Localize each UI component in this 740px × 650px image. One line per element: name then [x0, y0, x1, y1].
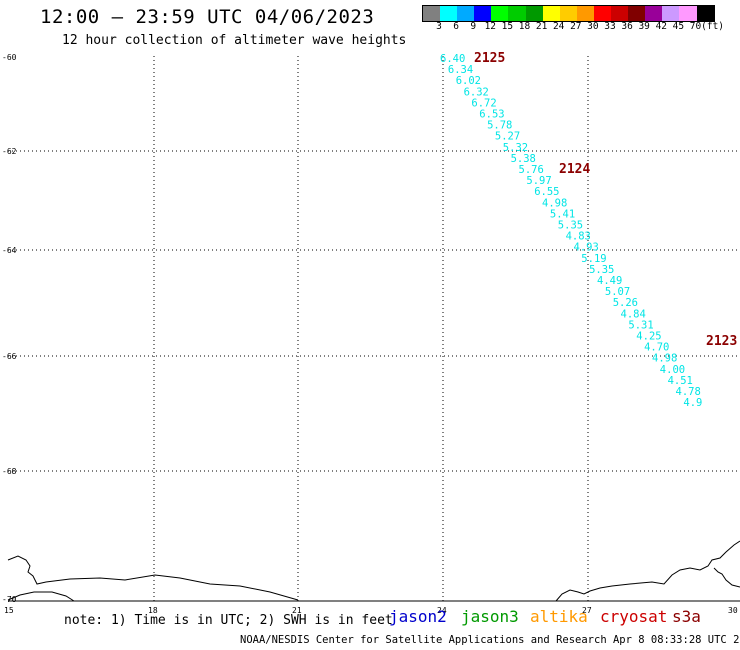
colorbar-label: 24: [552, 21, 565, 32]
units-note: note: 1) Time is in UTC; 2) SWH is in fe…: [64, 613, 393, 628]
colorbar-swatch: [593, 6, 612, 21]
colorbar-swatch: [491, 6, 509, 21]
colorbar-swatch: [645, 6, 663, 21]
wave-height-value: 5.35: [558, 220, 583, 232]
lat-label: -66: [2, 352, 17, 361]
wave-height-value: 5.35: [589, 264, 614, 276]
lon-label: 15: [4, 606, 14, 615]
lat-label: -68: [2, 467, 17, 476]
colorbar-swatch: [696, 6, 714, 21]
colorbar-label: 36: [621, 21, 633, 32]
colorbar-swatch: [457, 6, 475, 21]
colorbar-label: 18: [518, 21, 531, 32]
wave-height-value: 5.26: [613, 297, 638, 309]
colorbar-label: 42: [655, 21, 668, 32]
colorbar-label: 27: [570, 21, 582, 32]
wave-height-value: 4.93: [574, 242, 599, 254]
colorbar-label: 15: [501, 21, 514, 32]
colorbar-swatch: [525, 6, 543, 21]
wave-height-value: 4.25: [636, 331, 661, 343]
legend-jason2: jason2: [389, 607, 447, 626]
wave-height-track: 6.406.346.026.326.726.535.785.275.325.38…: [440, 53, 702, 409]
wave-height-value: 4.84: [621, 308, 646, 320]
wave-height-value: 6.32: [464, 86, 489, 98]
antarctic-coastline: [7, 540, 740, 602]
track-label: 2125: [474, 51, 505, 66]
wave-height-value: 6.53: [479, 109, 504, 121]
wave-height-value: 5.19: [581, 253, 606, 265]
map-title: 12:00 – 23:59 UTC 04/06/2023: [40, 6, 375, 28]
legend-altika: altika: [530, 607, 588, 626]
map-subtitle: 12 hour collection of altimeter wave hei…: [62, 33, 407, 48]
colorbar-swatch: [542, 6, 560, 21]
wave-height-value: 5.97: [526, 175, 551, 187]
colorbar-swatch: [508, 6, 526, 21]
wave-height-colorbar: [422, 5, 715, 22]
wave-height-value: 5.78: [487, 120, 512, 132]
colorbar-label: (ft): [701, 21, 725, 32]
colorbar-label: 70: [689, 21, 702, 32]
wave-height-value: 5.41: [550, 208, 575, 220]
lat-label: -60: [2, 53, 17, 62]
wave-height-value: 4.00: [660, 364, 685, 376]
colorbar-swatch: [474, 6, 492, 21]
wave-height-value: 4.98: [652, 353, 677, 365]
colorbar-swatch: [628, 6, 646, 21]
legend-cryosat: cryosat: [600, 607, 668, 626]
colorbar-label: 45: [672, 21, 685, 32]
colorbar-label: 6: [453, 21, 459, 32]
wave-height-value: 5.07: [605, 286, 630, 298]
lat-label: -62: [2, 147, 17, 156]
wave-height-value: 6.72: [471, 97, 496, 109]
track-label: 2124: [559, 162, 590, 177]
footer-credit: NOAA/NESDIS Center for Satellite Applica…: [240, 634, 740, 646]
colorbar-label: 30: [587, 21, 599, 32]
colorbar-swatch: [576, 6, 594, 21]
colorbar-label: 33: [604, 21, 616, 32]
lat-label: -64: [2, 246, 17, 255]
lon-label: 21: [292, 606, 302, 615]
lon-label: 30: [728, 606, 738, 615]
colorbar-label: 3: [436, 21, 442, 32]
colorbar-label: 12: [484, 21, 497, 32]
wave-height-value: 4.70: [644, 342, 669, 354]
lon-label: 27: [582, 606, 592, 615]
track-label: 2123: [706, 334, 737, 349]
colorbar-label: 9: [470, 21, 477, 32]
lon-label: 24: [437, 606, 447, 615]
wave-height-value: 5.76: [519, 164, 544, 176]
colorbar-swatch: [559, 6, 577, 21]
colorbar-swatch: [679, 6, 697, 21]
legend-s3a: s3a: [672, 607, 701, 626]
colorbar-label: 39: [638, 21, 650, 32]
wave-height-value: 4.9: [683, 397, 702, 409]
wave-height-value: 6.34: [448, 64, 473, 76]
colorbar-label: 21: [535, 21, 548, 32]
colorbar-swatch: [611, 6, 629, 21]
wave-height-value: 4.78: [676, 386, 701, 398]
wave-height-value: 4.98: [542, 197, 567, 209]
wave-height-value: 6.55: [534, 186, 559, 198]
wave-height-value: 5.31: [628, 319, 653, 331]
colorbar-swatch: [662, 6, 680, 21]
legend-jason3: jason3: [461, 607, 519, 626]
wave-height-value: 5.38: [511, 153, 536, 165]
wave-height-value: 6.02: [456, 75, 481, 87]
wave-height-value: 4.83: [566, 231, 591, 243]
wave-height-value: 5.32: [503, 142, 528, 154]
wave-height-value: 4.49: [597, 275, 622, 287]
colorbar-labels: 3 6 9 12 15 18 21 24 27 30 33 36 39 42 45 70 (ft): [422, 21, 740, 35]
colorbar-swatch: [440, 6, 458, 21]
wave-height-value: 5.27: [495, 131, 520, 143]
lon-label: 18: [148, 606, 158, 615]
wave-height-value: 6.40: [440, 53, 465, 65]
colorbar-swatch: [423, 6, 441, 21]
wave-height-value: 4.51: [668, 375, 693, 387]
